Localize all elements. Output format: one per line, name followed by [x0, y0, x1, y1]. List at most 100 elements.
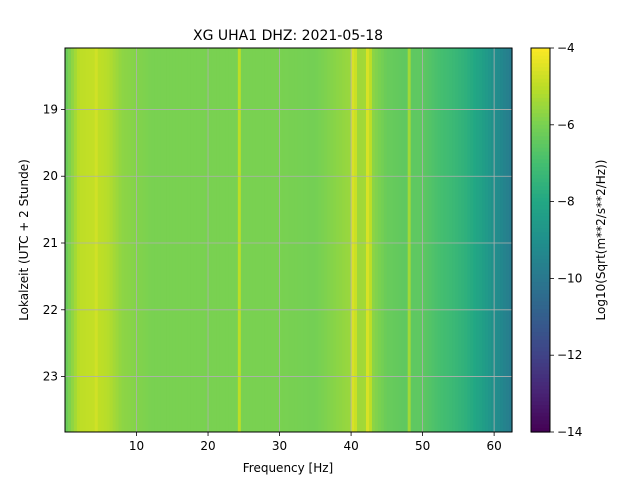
colorbar-band — [531, 174, 550, 180]
heatmap-cell — [187, 48, 191, 432]
colorbar-band — [531, 94, 550, 99]
heatmap-cell — [246, 48, 251, 432]
heatmap-cell — [434, 48, 439, 432]
colorbar-band — [531, 259, 550, 264]
colorbar-band — [531, 90, 550, 95]
plot-area — [64, 47, 513, 433]
heatmap-cell — [318, 48, 322, 432]
x-tick-label: 50 — [415, 439, 430, 453]
heatmap-cell — [368, 48, 373, 432]
heatmap-cell — [377, 48, 382, 432]
heatmap-cell — [228, 48, 233, 432]
colorbar-band — [531, 159, 550, 164]
heatmap-cell — [267, 48, 272, 432]
colorbar-band — [531, 405, 550, 410]
y-axis: 19 20 21 22 23 — [43, 102, 65, 384]
heatmap-cell — [255, 48, 260, 432]
heatmap-cell — [202, 48, 206, 432]
colorbar-tick-label: −8 — [557, 195, 575, 209]
heatmap-cell — [327, 48, 331, 432]
heatmap-cell — [109, 48, 114, 432]
heatmap-cell — [166, 48, 170, 432]
colorbar-band — [531, 428, 550, 433]
colorbar-band — [531, 147, 550, 153]
colorbar-band — [531, 278, 550, 283]
heatmap-cell — [237, 48, 242, 432]
colorbar-band — [531, 216, 550, 222]
colorbar-band — [531, 101, 550, 107]
heatmap-cell — [193, 48, 197, 432]
x-axis: 10 20 30 40 50 60 — [129, 432, 502, 453]
heatmap-cell — [449, 48, 453, 432]
heatmap-cell — [67, 48, 72, 432]
colorbar-band — [531, 293, 550, 299]
colorbar-band — [531, 408, 550, 414]
colorbar-band — [531, 182, 550, 187]
heatmap-cell — [151, 48, 155, 432]
x-axis-label: Frequency [Hz] — [243, 461, 334, 475]
colorbar-gradient — [531, 48, 550, 433]
colorbar-band — [531, 378, 550, 383]
colorbar-label: Log10(Sqrt(m**2/s**2/Hz)) — [594, 160, 608, 321]
grid-lines — [65, 48, 512, 432]
colorbar-tick-label: −14 — [557, 425, 582, 439]
colorbar-band — [531, 55, 550, 61]
heatmap-cell — [398, 48, 403, 432]
heatmap-cell — [509, 48, 513, 432]
heatmap-cell — [437, 48, 442, 432]
colorbar-band — [531, 117, 550, 122]
heatmap-cell — [240, 48, 245, 432]
heatmap-cell — [118, 48, 123, 432]
colorbar-band — [531, 155, 550, 160]
colorbar-band — [531, 297, 550, 303]
heatmap-cell — [103, 48, 108, 432]
heatmap-cell — [270, 48, 275, 432]
heatmap-cell — [458, 48, 462, 432]
colorbar-band — [531, 336, 550, 341]
heatmap-cell — [360, 48, 364, 432]
heatmap-cell — [389, 48, 394, 432]
colorbar-band — [531, 209, 550, 214]
heatmap-cell — [115, 48, 120, 432]
heatmap-cell — [214, 48, 218, 432]
y-axis-label: Lokalzeit (UTC + 2 Stunde) — [17, 159, 31, 321]
y-tick-label: 22 — [43, 303, 58, 317]
heatmap-cell — [121, 48, 126, 432]
colorbar-band — [531, 309, 550, 314]
heatmap-cell — [276, 48, 281, 432]
heatmap-cell — [321, 48, 325, 432]
heatmap-cell — [285, 48, 290, 432]
heatmap-cell — [479, 48, 483, 432]
heatmap-cell — [455, 48, 459, 432]
colorbar-band — [531, 385, 550, 391]
heatmap-cell — [345, 48, 349, 432]
x-tick-label: 30 — [272, 439, 287, 453]
colorbar-band — [531, 305, 550, 310]
heatmap-cell — [76, 48, 81, 432]
y-tick-label: 19 — [43, 102, 58, 116]
heatmap-cell — [425, 48, 430, 432]
heatmap-cell — [303, 48, 307, 432]
heatmap-cell — [282, 48, 287, 432]
heatmap-cell — [231, 48, 236, 432]
heatmap-cell — [190, 48, 194, 432]
heatmap-cell — [339, 48, 343, 432]
heatmap-cell — [446, 48, 451, 432]
heatmap-cell — [100, 48, 105, 432]
colorbar-tick-label: −10 — [557, 271, 582, 285]
colorbar-band — [531, 339, 550, 345]
heatmap-cell — [234, 48, 239, 432]
heatmap-cell — [342, 48, 346, 432]
colorbar-band — [531, 151, 550, 157]
colorbar-band — [531, 266, 550, 272]
heatmap-cell — [330, 48, 334, 432]
heatmap-cell — [306, 48, 310, 432]
colorbar-band — [531, 359, 550, 364]
colorbar-frame — [530, 47, 551, 433]
heatmap-cell — [79, 48, 84, 432]
heatmap-cell — [148, 48, 153, 432]
colorbar-band — [531, 240, 550, 245]
heatmap-cell — [491, 48, 495, 432]
heatmap-cell — [169, 48, 173, 432]
